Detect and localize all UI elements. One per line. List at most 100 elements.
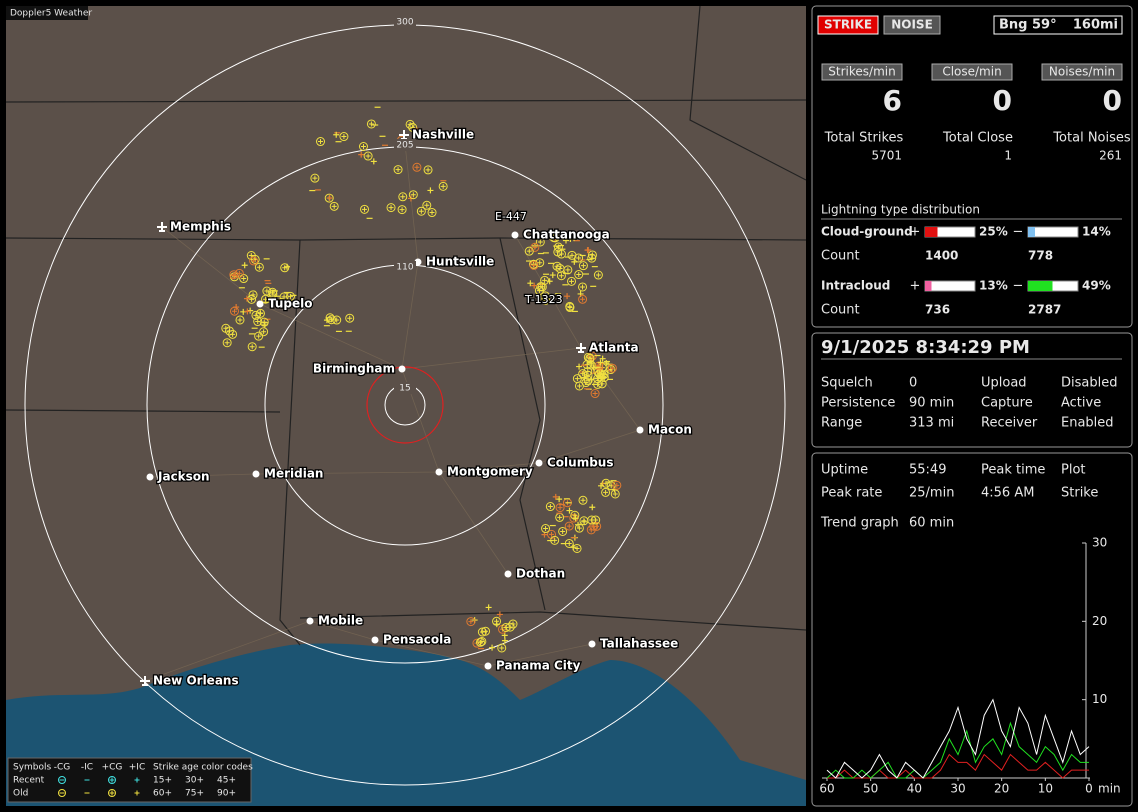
strike	[572, 512, 578, 518]
rate-label-box	[821, 63, 903, 81]
strike	[427, 187, 434, 194]
strike	[537, 260, 543, 266]
strike	[567, 303, 573, 309]
strike	[424, 202, 430, 208]
rate-value: 0	[993, 84, 1012, 117]
x-tick-label: 50	[863, 782, 878, 796]
strike	[251, 258, 257, 264]
strike	[576, 383, 582, 389]
strike	[244, 308, 251, 315]
strike	[549, 272, 556, 279]
strike	[223, 325, 229, 331]
strike	[423, 165, 433, 175]
strike	[280, 263, 290, 273]
percent-bar	[1028, 281, 1053, 291]
strike	[578, 495, 588, 505]
legend-age-title: Strike age color codes	[153, 763, 253, 773]
strike	[250, 254, 260, 264]
strike	[358, 151, 365, 158]
strike	[347, 315, 353, 321]
stat: Peak rate	[821, 486, 882, 501]
strike	[263, 296, 269, 302]
strike	[250, 292, 256, 298]
strike	[595, 369, 601, 375]
stat: Strike	[1061, 486, 1098, 501]
strike	[501, 632, 508, 639]
distribution-title: Lightning type distribution	[821, 203, 980, 217]
strike	[418, 208, 424, 214]
count-label: Count	[821, 303, 860, 318]
strike	[341, 134, 347, 140]
stat: 60 min	[909, 516, 954, 531]
strike	[410, 192, 416, 198]
strike	[564, 538, 574, 548]
strike	[587, 515, 597, 525]
strike	[239, 274, 249, 284]
strike	[360, 144, 366, 149]
strike	[580, 284, 586, 290]
percent-bar	[1028, 227, 1035, 237]
strike	[358, 142, 368, 152]
strike	[570, 235, 577, 242]
strike	[281, 294, 287, 300]
setting: Upload	[981, 376, 1027, 391]
strike	[552, 261, 562, 271]
strike	[566, 507, 573, 514]
stats-panel	[811, 452, 1133, 807]
city-label: Birmingham	[313, 362, 395, 376]
strike	[599, 373, 609, 383]
stat: Peak time	[981, 463, 1045, 478]
x-tick-label: 10	[1038, 782, 1053, 796]
airport-icon	[157, 222, 167, 232]
percent-track	[924, 280, 976, 292]
count-value: 778	[1028, 249, 1053, 263]
bearing-box	[993, 15, 1123, 35]
strike	[316, 137, 326, 147]
strike	[537, 239, 543, 245]
strike	[228, 329, 238, 339]
total-label: Total Noises	[1052, 131, 1131, 146]
datetime: 9/1/2025 8:34:29 PM	[821, 337, 1030, 358]
strike	[229, 270, 239, 280]
legend-symbol	[109, 790, 115, 796]
strike	[422, 200, 432, 210]
strike	[595, 376, 601, 382]
strike	[553, 242, 563, 252]
strike	[599, 355, 606, 362]
city-label: Chattanooga	[523, 228, 610, 242]
strike-button-label: STRIKE	[824, 18, 872, 32]
strike	[553, 247, 563, 257]
total-value: 5701	[871, 149, 902, 163]
strike	[583, 367, 593, 377]
bearing: Bng 59°	[999, 18, 1057, 33]
count-value: 736	[925, 303, 950, 317]
stat: Plot	[1061, 463, 1086, 478]
strike	[555, 244, 561, 250]
city-dot	[588, 640, 596, 648]
strike	[270, 291, 276, 297]
setting: 90 min	[909, 396, 954, 411]
legend-column: -CG	[54, 763, 71, 773]
y-tick-label: 30	[1092, 536, 1107, 550]
setting: Capture	[981, 396, 1033, 411]
strike	[224, 340, 230, 346]
strike	[318, 139, 324, 145]
strike	[574, 545, 580, 551]
strike	[587, 250, 597, 260]
strike	[425, 167, 431, 173]
map-title: Doppler5 Weather	[10, 9, 92, 19]
strike	[570, 510, 580, 520]
strike	[589, 252, 595, 258]
x-tick-label: 20	[994, 782, 1009, 796]
strike	[262, 286, 272, 296]
airport-icon	[140, 676, 150, 686]
strike	[580, 497, 586, 503]
strike	[555, 503, 565, 513]
legend-column: -IC	[81, 763, 93, 773]
strike	[243, 295, 250, 302]
y-tick-label: 10	[1092, 692, 1107, 706]
city-label: Memphis	[170, 220, 231, 234]
strike	[597, 379, 607, 389]
strike	[247, 307, 254, 314]
strike	[532, 244, 538, 250]
